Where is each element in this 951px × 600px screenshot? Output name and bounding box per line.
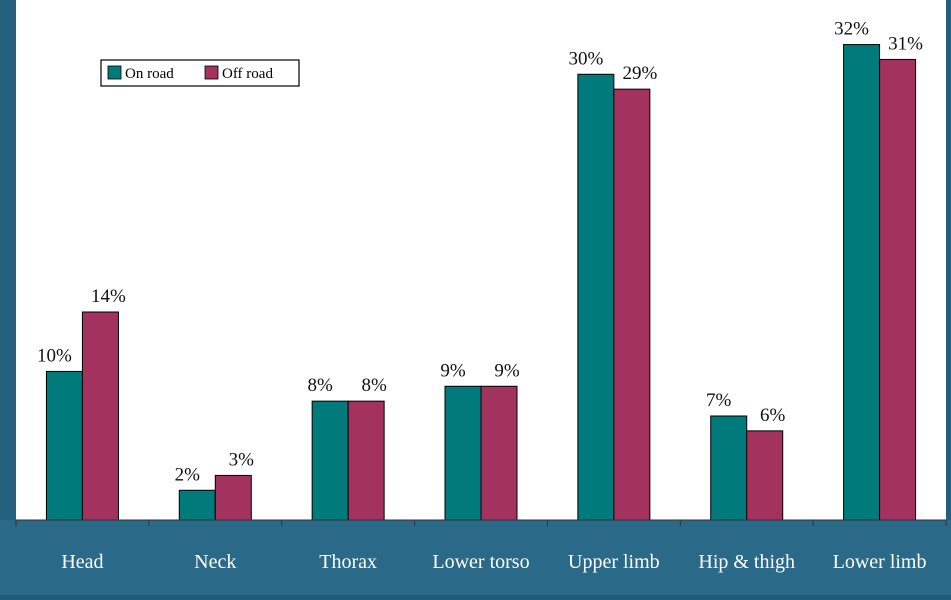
category-label: Upper limb (568, 551, 660, 573)
value-label: 7% (706, 390, 732, 411)
bar-on-road (178, 489, 216, 521)
bars-group (45, 44, 917, 521)
value-label: 9% (494, 360, 520, 381)
legend-label-on-road: On road (125, 66, 174, 82)
value-label: 32% (834, 19, 869, 40)
value-label: 6% (760, 405, 786, 426)
value-label: 10% (37, 345, 72, 366)
value-label: 3% (229, 449, 255, 470)
legend-label-off-road: Off road (222, 66, 273, 82)
bar-on-road (710, 415, 748, 521)
bar-off-road (81, 311, 119, 521)
category-label: Lower torso (432, 551, 529, 573)
value-label: 14% (91, 286, 126, 307)
bar-on-road (843, 44, 881, 521)
category-label: Thorax (319, 551, 377, 573)
value-label: 30% (568, 48, 603, 69)
bar-on-road (45, 370, 83, 521)
bar-on-road (311, 400, 349, 521)
bar-off-road (214, 474, 252, 521)
bar-off-road (480, 385, 518, 521)
value-labels-group: 10% 14% 2% 3% 8% 8% 9% 9% 30% 29% 7% 6% 32% 31% (37, 19, 923, 486)
value-label: 29% (622, 63, 657, 84)
category-label: Hip & thigh (698, 551, 795, 573)
value-label: 8% (361, 375, 387, 396)
bar-off-road (347, 400, 385, 521)
category-label: Lower limb (833, 551, 927, 573)
category-label: Head (61, 551, 103, 573)
legend-box (100, 59, 300, 87)
bar-on-road (577, 73, 615, 521)
bar-off-road (746, 430, 784, 521)
bar-off-road (613, 88, 651, 521)
x-axis-ticks (15, 520, 947, 526)
legend-swatch-off-road (204, 65, 219, 80)
category-label: Neck (194, 551, 236, 573)
legend-swatch-on-road (107, 65, 122, 80)
value-label: 9% (440, 360, 466, 381)
legend: On road Off road (100, 59, 300, 87)
value-label: 2% (175, 464, 201, 485)
bar-off-road (879, 58, 917, 521)
bar-on-road (444, 385, 482, 521)
value-label: 8% (307, 375, 333, 396)
category-labels-group: Head Neck Thorax Lower torso Upper limb Hip &… (61, 551, 926, 573)
axis-band (0, 520, 951, 595)
value-label: 31% (888, 33, 923, 54)
